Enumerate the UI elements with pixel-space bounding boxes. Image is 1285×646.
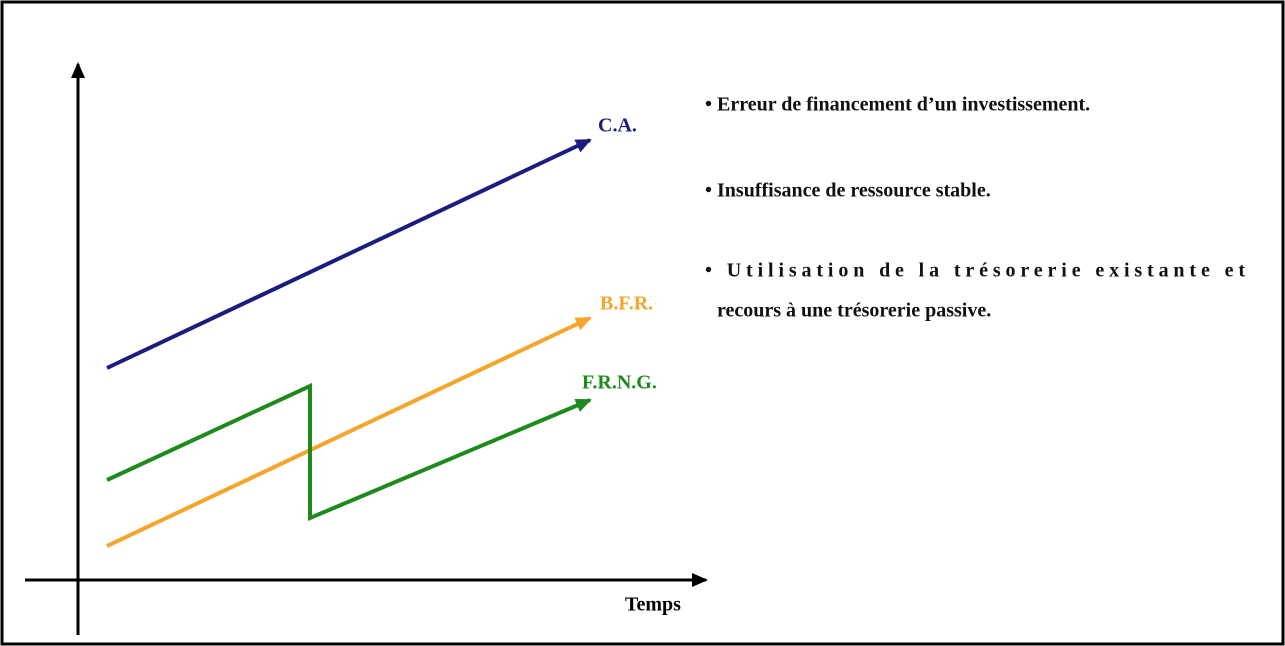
bullet: • Insuffisance de ressource stable. [705, 180, 991, 202]
x-axis-label: Temps [625, 594, 681, 616]
bfr-label: B.F.R. [600, 293, 653, 315]
ca-label: C.A. [598, 115, 637, 137]
frng-line [106, 382, 592, 522]
ca-line [106, 138, 592, 370]
bullet: • Erreur de financement d’un investissem… [705, 94, 1090, 116]
frng-label: F.R.N.G. [582, 372, 657, 394]
bullet: recours à une trésorerie passive. [717, 300, 991, 322]
bfr-line [106, 316, 592, 548]
